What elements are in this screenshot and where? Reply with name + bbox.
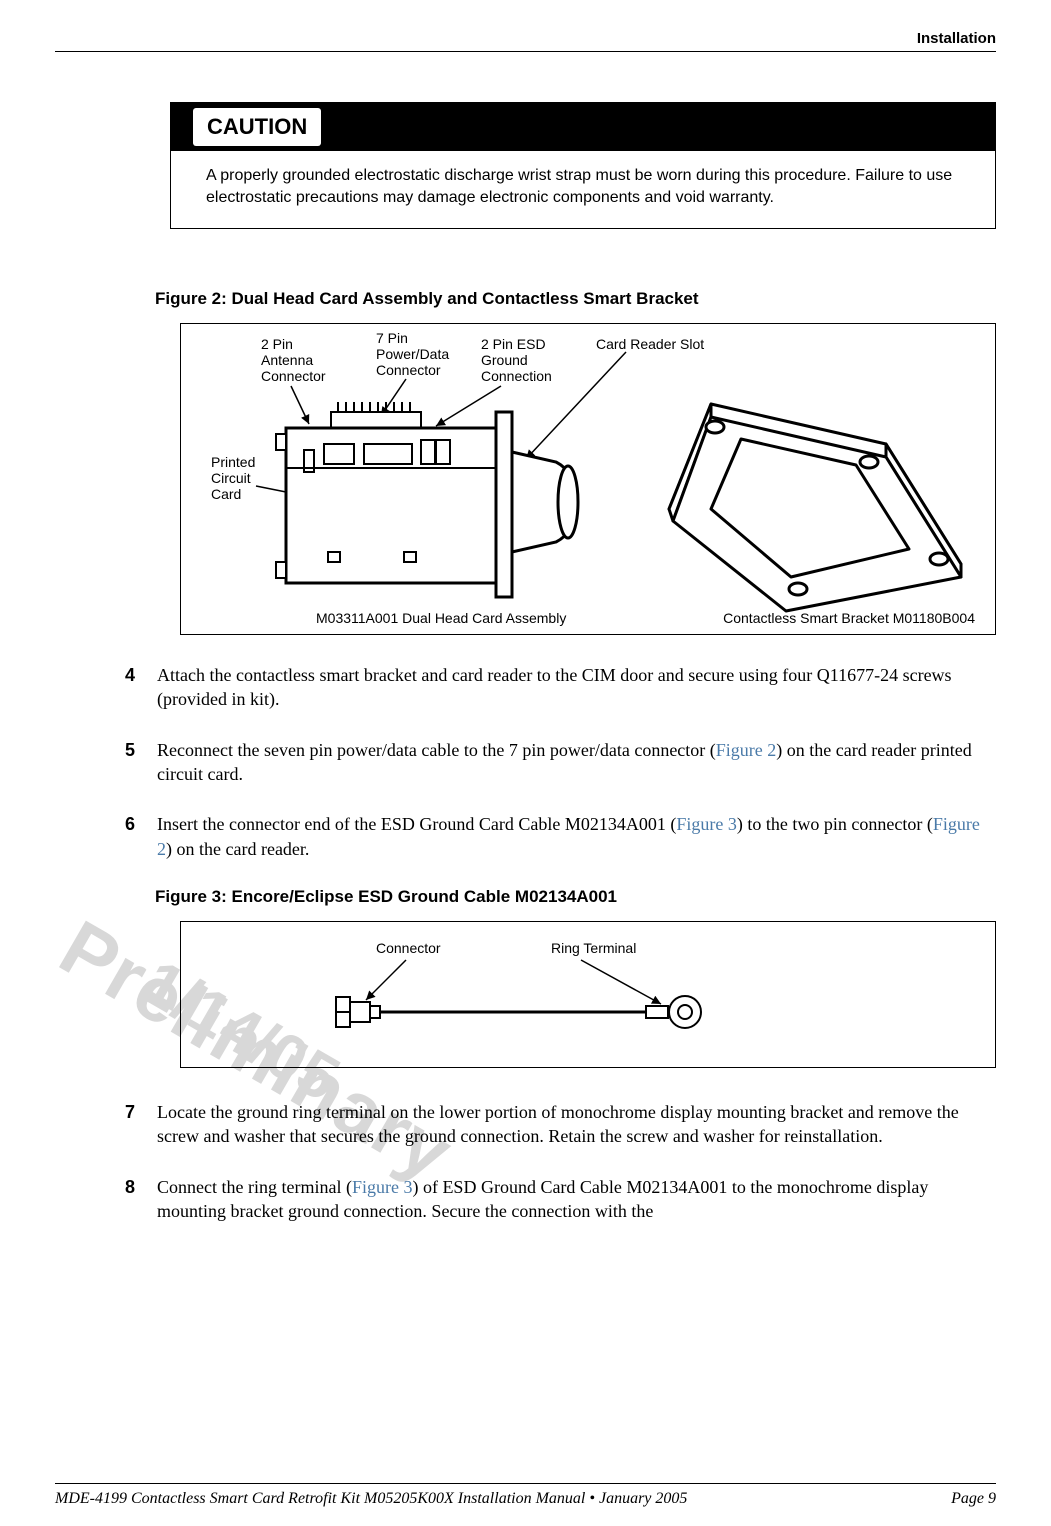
figure2-bracket-caption: Contactless Smart Bracket M01180B004 [723, 610, 975, 626]
step-text-8: Connect the ring terminal (Figure 3) of … [157, 1175, 996, 1224]
figure2-box: 2 Pin Antenna Connector 7 Pin Power/Data… [180, 323, 996, 635]
step-num-4: 4 [125, 663, 157, 712]
figure2-title: Figure 2: Dual Head Card Assembly and Co… [155, 289, 996, 309]
step6-part-b: ) to the two pin connector ( [737, 814, 933, 834]
step-num-8: 8 [125, 1175, 157, 1224]
step-4: 4 Attach the contactless smart bracket a… [125, 663, 996, 712]
step-text-4: Attach the contactless smart bracket and… [157, 663, 996, 712]
caution-text: A properly grounded electrostatic discha… [171, 151, 995, 228]
step5-ref: Figure 2 [716, 740, 777, 760]
step8-ref: Figure 3 [352, 1177, 413, 1197]
step8-part-a: Connect the ring terminal ( [157, 1177, 352, 1197]
page-footer: MDE-4199 Contactless Smart Card Retrofit… [55, 1483, 996, 1508]
figure2-assembly-caption: M03311A001 Dual Head Card Assembly [316, 610, 566, 626]
step-6: 6 Insert the connector end of the ESD Gr… [125, 812, 996, 861]
figure2-assembly [276, 402, 596, 602]
step-text-6: Insert the connector end of the ESD Grou… [157, 812, 996, 861]
figure3-box: Connector Ring Terminal [180, 921, 996, 1068]
caution-badge: CAUTION [193, 108, 321, 146]
step-num-5: 5 [125, 738, 157, 787]
figure3-title: Figure 3: Encore/Eclipse ESD Ground Cabl… [155, 887, 996, 907]
caution-bar: CAUTION [171, 103, 995, 151]
footer-right: Page 9 [951, 1490, 996, 1508]
step5-part-a: Reconnect the seven pin power/data cable… [157, 740, 716, 760]
step6-part-c: ) on the card reader. [166, 839, 309, 859]
step-num-7: 7 [125, 1100, 157, 1149]
step-7: 7 Locate the ground ring terminal on the… [125, 1100, 996, 1149]
step-8: 8 Connect the ring terminal (Figure 3) o… [125, 1175, 996, 1224]
step-5: 5 Reconnect the seven pin power/data cab… [125, 738, 996, 787]
figure3-svg [181, 922, 1001, 1067]
caution-box: CAUTION A properly grounded electrostati… [170, 102, 996, 229]
step6-ref1: Figure 3 [676, 814, 737, 834]
page-header: Installation [55, 30, 996, 52]
step-text-7: Locate the ground ring terminal on the l… [157, 1100, 996, 1149]
steps-7-8: 7 Locate the ground ring terminal on the… [125, 1100, 996, 1223]
step6-part-a: Insert the connector end of the ESD Grou… [157, 814, 676, 834]
footer-left: MDE-4199 Contactless Smart Card Retrofit… [55, 1490, 687, 1508]
figure2-bracket [651, 399, 971, 604]
steps-4-6: 4 Attach the contactless smart bracket a… [125, 663, 996, 861]
step-text-5: Reconnect the seven pin power/data cable… [157, 738, 996, 787]
step-num-6: 6 [125, 812, 157, 861]
